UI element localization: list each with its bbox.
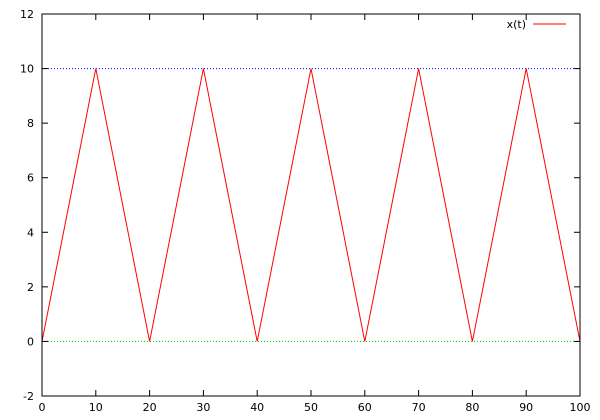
y-tick-label: 10: [20, 63, 34, 76]
x-tick-label: 10: [89, 401, 103, 414]
legend: x(t): [507, 18, 566, 31]
y-tick-label: 4: [27, 226, 34, 239]
x-tick-label: 30: [196, 401, 210, 414]
x-tick-label: 20: [143, 401, 157, 414]
y-tick-label: 12: [20, 8, 34, 21]
x-tick-label: 80: [465, 401, 479, 414]
x-tick-label: 100: [570, 401, 591, 414]
legend-label: x(t): [507, 18, 526, 31]
x-tick-label: 60: [358, 401, 372, 414]
axis-ticks: 0 10 20 30 40 50 60 70 80 90 100 -2 0 2 4 6 8 10 12: [20, 8, 591, 414]
x-tick-label: 90: [519, 401, 533, 414]
y-tick-label: 8: [27, 117, 34, 130]
x-tick-label: 50: [304, 401, 318, 414]
x-tick-label: 70: [412, 401, 426, 414]
y-tick-label: 0: [27, 335, 34, 348]
x-tick-label: 40: [250, 401, 264, 414]
series-line-0: [41, 68, 581, 342]
y-tick-label: -2: [23, 390, 34, 403]
y-tick-label: 2: [27, 281, 34, 294]
x-tick-label: 0: [39, 401, 46, 414]
y-tick-label: 6: [27, 172, 34, 185]
series-layer: [41, 68, 581, 342]
